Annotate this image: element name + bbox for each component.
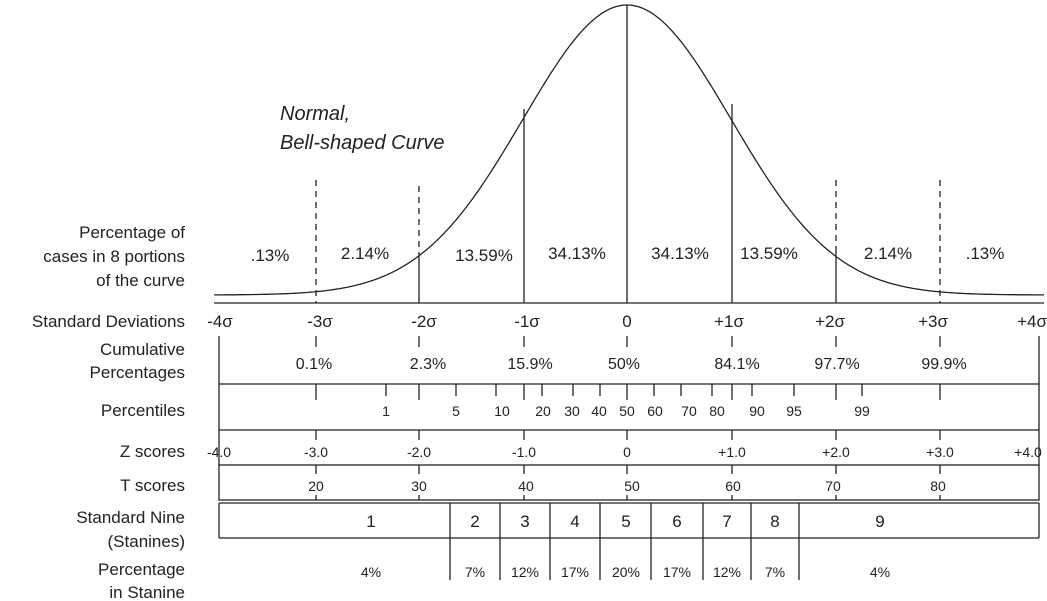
percentile-label: 70: [681, 403, 697, 419]
stanine-pct: 20%: [612, 564, 640, 580]
percentile-label: 60: [647, 403, 663, 419]
stanine-pct: 7%: [465, 564, 485, 580]
row-label-portions-2: cases in 8 portions: [43, 247, 185, 266]
z-label: -3.0: [304, 444, 328, 460]
z-label: 0: [623, 444, 631, 460]
percentile-label: 80: [709, 403, 725, 419]
bell-curve: [214, 4, 1044, 296]
t-score-band: [218, 464, 1040, 501]
row-label-portions-1: Percentage of: [79, 223, 185, 242]
portion-pct: .13%: [251, 246, 290, 265]
z-ticks: [315, 430, 941, 440]
z-label: -4.0: [207, 444, 231, 460]
z-label: +4.0: [1014, 444, 1042, 460]
sd-label: +1σ: [714, 312, 744, 331]
sd-label: -2σ: [411, 312, 437, 331]
cumulative-label: 99.9%: [921, 356, 966, 373]
percentile-label: 40: [591, 403, 607, 419]
percentile-label: 20: [535, 403, 551, 419]
stanine-label: 3: [520, 512, 529, 531]
stanine-pct: 17%: [663, 564, 691, 580]
t-label: 20: [308, 478, 324, 494]
percentile-label: 5: [452, 403, 460, 419]
portion-pct: 34.13%: [548, 244, 606, 263]
row-label-cumulative-2: Percentages: [90, 363, 185, 382]
row-label-percentiles: Percentiles: [101, 401, 185, 420]
cumulative-label: 97.7%: [814, 356, 859, 373]
stanine-label: 1: [366, 512, 375, 531]
stanine-label: 7: [722, 512, 731, 531]
percentile-label: 1: [382, 403, 390, 419]
percentile-label: 95: [786, 403, 802, 419]
title-line-1: Normal,: [280, 103, 350, 125]
stanine-pct: 17%: [561, 564, 589, 580]
row-label-stanine-2: (Stanines): [108, 532, 185, 551]
t-label: 70: [825, 478, 841, 494]
t-label: 30: [411, 478, 427, 494]
row-label-t: T scores: [120, 476, 185, 495]
cumulative-label: 84.1%: [714, 356, 759, 373]
title-line-2: Bell-shaped Curve: [280, 132, 445, 154]
stanine-pct: 12%: [713, 564, 741, 580]
sd-label: -4σ: [207, 312, 233, 331]
cumulative-label: 2.3%: [410, 356, 446, 373]
percentile-label: 10: [494, 403, 510, 419]
sd-label: +4σ: [1017, 312, 1047, 331]
stanine-pct: 7%: [765, 564, 785, 580]
portion-pct: 2.14%: [864, 244, 912, 263]
percentile-major-ticks: [315, 384, 941, 400]
row-label-portions-3: of the curve: [96, 271, 185, 290]
row-label-cumulative-1: Cumulative: [100, 340, 185, 359]
cumulative-label: 0.1%: [296, 356, 332, 373]
portion-pct: 13.59%: [455, 246, 513, 265]
t-label: 60: [725, 478, 741, 494]
percentile-minor-ticks: [385, 384, 863, 396]
cumulative-label: 50%: [608, 356, 640, 373]
stanine-label: 8: [770, 512, 779, 531]
percentile-label: 30: [564, 403, 580, 419]
t-label: 40: [518, 478, 534, 494]
row-label-z: Z scores: [120, 442, 185, 461]
t-ticks: [315, 465, 941, 474]
portion-pct: 34.13%: [651, 244, 709, 263]
portion-pct: 2.14%: [341, 244, 389, 263]
stanine-label: 4: [570, 512, 579, 531]
t-label: 80: [930, 478, 946, 494]
row-label-stanine-pct-1: Percentage: [98, 560, 185, 579]
stanine-pct: 12%: [511, 564, 539, 580]
t-tick-below: [315, 495, 941, 500]
stanine-dividers: [449, 503, 800, 580]
row-label-stanine-1: Standard Nine: [76, 508, 185, 527]
portion-pct: .13%: [966, 244, 1005, 263]
stanine-label: 9: [875, 512, 884, 531]
sd-label: 0: [622, 312, 631, 331]
stanine-label: 6: [672, 512, 681, 531]
stanine-label: 5: [621, 512, 630, 531]
z-label: -1.0: [512, 444, 536, 460]
row-label-sd: Standard Deviations: [32, 312, 185, 331]
z-label: -2.0: [407, 444, 431, 460]
cumulative-label: 15.9%: [507, 356, 552, 373]
sd-label: -1σ: [514, 312, 540, 331]
sd-label: +2σ: [815, 312, 845, 331]
percentile-label: 50: [619, 403, 635, 419]
percentile-label: 90: [749, 403, 765, 419]
stanine-label: 2: [470, 512, 479, 531]
row-label-stanine-pct-2: in Stanine: [109, 583, 185, 601]
sd-label: +3σ: [918, 312, 948, 331]
z-label: +2.0: [822, 444, 850, 460]
z-label: +1.0: [718, 444, 746, 460]
z-label: +3.0: [926, 444, 954, 460]
percentile-label: 99: [854, 403, 870, 419]
stanine-pct: 4%: [870, 564, 890, 580]
t-label: 50: [624, 478, 640, 494]
portion-pct: 13.59%: [740, 244, 798, 263]
sd-label: -3σ: [307, 312, 333, 331]
stanine-pct: 4%: [361, 564, 381, 580]
